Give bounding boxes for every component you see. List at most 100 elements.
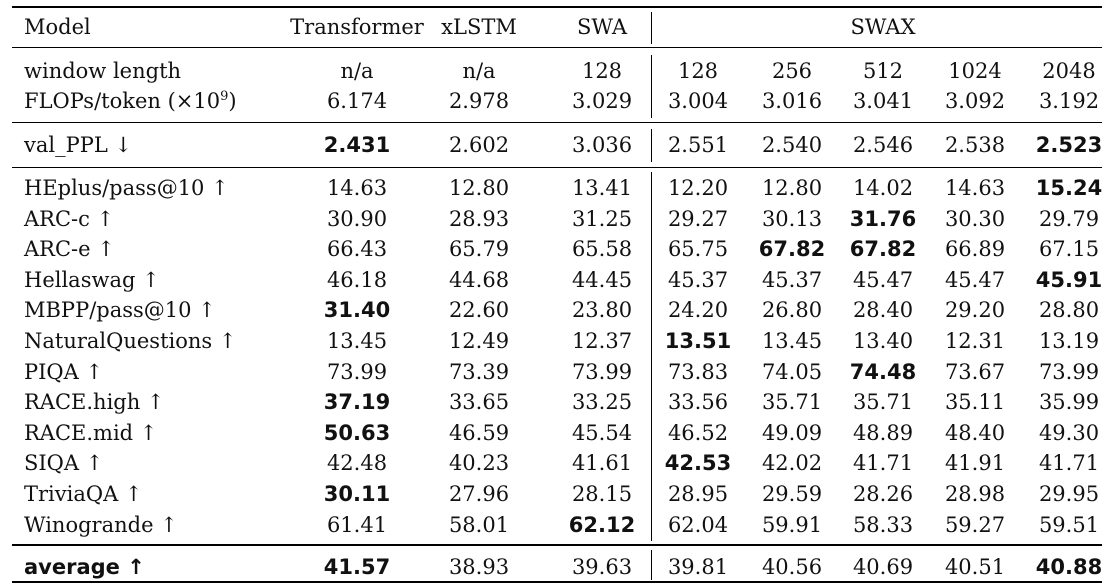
benchmark-swa-cell: 31.25 bbox=[571, 206, 633, 231]
benchmark-xlstm-cell: 44.68 bbox=[448, 267, 510, 292]
window-length-swax-512-cell: 512 bbox=[862, 59, 904, 83]
benchmark-swax-256-cell: 35.71 bbox=[761, 390, 823, 415]
benchmark-swax-128-cell: 42.53 bbox=[664, 451, 732, 476]
average-transformer-cell: 41.57 bbox=[323, 555, 391, 579]
benchmark-xlstm-cell: 12.49 bbox=[448, 329, 510, 353]
flops-swax-2048-cell: 3.192 bbox=[1038, 89, 1100, 113]
benchmark-row-label: SIQA ↑ bbox=[24, 451, 104, 476]
benchmark-swax-1024-cell: 29.20 bbox=[944, 298, 1006, 323]
average-swax-128-cell: 39.81 bbox=[667, 555, 729, 579]
benchmark-swax-512-cell: 41.71 bbox=[852, 451, 914, 476]
swax-separator-average bbox=[651, 550, 652, 580]
flops-label-suffix: ) bbox=[228, 89, 237, 113]
window-length-swa-cell: 128 bbox=[581, 59, 623, 83]
window-length-swax-256-cell: 256 bbox=[771, 59, 813, 83]
benchmark-swax-2048-cell: 15.24 bbox=[1035, 176, 1103, 200]
val-ppl-transformer-cell: 2.431 bbox=[323, 133, 391, 157]
val-ppl-swa-cell: 3.036 bbox=[571, 133, 633, 157]
benchmark-swax-256-cell: 26.80 bbox=[761, 298, 823, 323]
benchmark-swax-256-cell: 45.37 bbox=[761, 267, 823, 292]
benchmark-swax-256-cell: 59.91 bbox=[761, 512, 823, 537]
benchmark-swax-2048-cell: 45.91 bbox=[1035, 267, 1103, 292]
benchmark-swa-cell: 28.15 bbox=[571, 482, 633, 506]
average-swa-cell: 39.63 bbox=[571, 555, 633, 579]
benchmark-swa-cell: 62.12 bbox=[568, 512, 636, 537]
row-label-val-ppl: val_PPL ↓ bbox=[24, 133, 133, 157]
benchmark-swax-256-cell: 42.02 bbox=[761, 451, 823, 476]
benchmark-xlstm-cell: 12.80 bbox=[448, 176, 510, 200]
swax-separator-header bbox=[651, 12, 652, 44]
benchmark-swax-2048-cell: 29.79 bbox=[1038, 206, 1100, 231]
benchmark-swax-2048-cell: 67.15 bbox=[1038, 237, 1100, 262]
row-label-flops: FLOPs/token (×109) bbox=[24, 89, 237, 113]
benchmark-row-label: PIQA ↑ bbox=[24, 359, 104, 384]
benchmark-swa-cell: 44.45 bbox=[571, 267, 633, 292]
benchmark-swax-512-cell: 74.48 bbox=[849, 359, 917, 384]
average-swax-512-cell: 40.69 bbox=[852, 555, 914, 579]
benchmark-swax-512-cell: 28.26 bbox=[852, 482, 914, 506]
benchmark-row-label: TriviaQA ↑ bbox=[24, 482, 143, 506]
average-swax-1024-cell: 40.51 bbox=[944, 555, 1006, 579]
benchmark-swax-1024-cell: 12.31 bbox=[944, 329, 1006, 353]
val-ppl-swax-2048-cell: 2.523 bbox=[1035, 133, 1103, 157]
benchmark-swax-128-cell: 24.20 bbox=[667, 298, 729, 323]
header-swax: SWAX bbox=[850, 15, 916, 39]
benchmark-swax-512-cell: 31.76 bbox=[849, 206, 917, 231]
benchmark-transformer-cell: 73.99 bbox=[326, 359, 388, 384]
benchmark-swax-512-cell: 13.40 bbox=[852, 329, 914, 353]
benchmark-swax-512-cell: 67.82 bbox=[849, 237, 917, 262]
benchmark-swa-cell: 12.37 bbox=[571, 329, 633, 353]
val-ppl-swax-128-cell: 2.551 bbox=[667, 133, 729, 157]
benchmark-swax-2048-cell: 41.71 bbox=[1038, 451, 1100, 476]
benchmark-swax-1024-cell: 30.30 bbox=[944, 206, 1006, 231]
flops-swax-512-cell: 3.041 bbox=[852, 89, 914, 113]
header-transformer: Transformer bbox=[290, 15, 424, 39]
average-swax-2048-cell: 40.88 bbox=[1035, 555, 1103, 579]
window-length-swax-2048-cell: 2048 bbox=[1042, 59, 1096, 83]
benchmark-swax-256-cell: 29.59 bbox=[761, 482, 823, 506]
benchmark-xlstm-cell: 28.93 bbox=[448, 206, 510, 231]
average-xlstm-cell: 38.93 bbox=[448, 555, 510, 579]
benchmark-row-label: ARC-c ↑ bbox=[24, 206, 115, 231]
top-rule bbox=[12, 6, 1102, 8]
flops-swa-cell: 3.029 bbox=[571, 89, 633, 113]
window-length-transformer-cell: n/a bbox=[340, 59, 374, 83]
benchmark-transformer-cell: 66.43 bbox=[326, 237, 388, 262]
val-ppl-swax-512-cell: 2.546 bbox=[852, 133, 914, 157]
benchmark-transformer-cell: 50.63 bbox=[323, 420, 391, 445]
benchmark-row-label: ARC-e ↑ bbox=[24, 237, 115, 262]
section-rule-3 bbox=[12, 544, 1102, 546]
benchmark-xlstm-cell: 40.23 bbox=[448, 451, 510, 476]
benchmark-transformer-cell: 30.90 bbox=[326, 206, 388, 231]
flops-swax-256-cell: 3.016 bbox=[761, 89, 823, 113]
val-ppl-swax-1024-cell: 2.538 bbox=[944, 133, 1006, 157]
val-ppl-xlstm-cell: 2.602 bbox=[448, 133, 510, 157]
benchmark-swax-1024-cell: 66.89 bbox=[944, 237, 1006, 262]
header-model: Model bbox=[24, 15, 91, 39]
benchmark-xlstm-cell: 33.65 bbox=[448, 390, 510, 415]
benchmark-transformer-cell: 30.11 bbox=[323, 482, 391, 506]
benchmark-swa-cell: 41.61 bbox=[571, 451, 633, 476]
benchmark-swax-1024-cell: 35.11 bbox=[944, 390, 1006, 415]
benchmark-swax-2048-cell: 28.80 bbox=[1038, 298, 1100, 323]
benchmark-swax-2048-cell: 49.30 bbox=[1038, 420, 1100, 445]
row-label-average: average ↑ bbox=[24, 555, 145, 579]
benchmark-swa-cell: 73.99 bbox=[571, 359, 633, 384]
average-swax-256-cell: 40.56 bbox=[761, 555, 823, 579]
benchmark-swax-2048-cell: 29.95 bbox=[1038, 482, 1100, 506]
flops-label-text: FLOPs/token (×10 bbox=[24, 89, 221, 113]
benchmark-row-label: NaturalQuestions ↑ bbox=[24, 329, 237, 353]
benchmark-swax-2048-cell: 13.19 bbox=[1038, 329, 1100, 353]
window-length-swax-128-cell: 128 bbox=[677, 59, 719, 83]
benchmark-swax-128-cell: 28.95 bbox=[667, 482, 729, 506]
benchmark-swax-512-cell: 48.89 bbox=[852, 420, 914, 445]
benchmark-xlstm-cell: 22.60 bbox=[448, 298, 510, 323]
swax-separator-val bbox=[651, 129, 652, 162]
benchmark-swax-128-cell: 65.75 bbox=[667, 237, 729, 262]
flops-swax-1024-cell: 3.092 bbox=[944, 89, 1006, 113]
header-rule bbox=[12, 47, 1102, 48]
benchmark-row-label: HEplus/pass@10 ↑ bbox=[24, 176, 229, 200]
benchmark-swa-cell: 33.25 bbox=[571, 390, 633, 415]
benchmark-swax-256-cell: 67.82 bbox=[758, 237, 826, 262]
